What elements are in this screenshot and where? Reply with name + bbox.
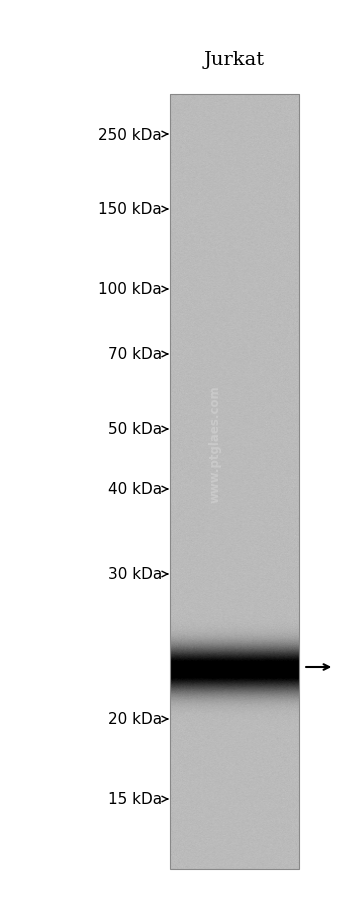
Text: 20 kDa: 20 kDa [108, 712, 162, 727]
Text: 15 kDa: 15 kDa [108, 792, 162, 806]
Bar [170, 95, 299, 869]
Text: Jurkat: Jurkat [204, 51, 265, 69]
Text: www.ptglaes.com: www.ptglaes.com [209, 384, 222, 502]
Text: 150 kDa: 150 kDa [98, 202, 162, 217]
Text: 40 kDa: 40 kDa [108, 482, 162, 497]
Text: 250 kDa: 250 kDa [98, 127, 162, 143]
Text: 100 kDa: 100 kDa [98, 282, 162, 297]
Text: 50 kDa: 50 kDa [108, 422, 162, 437]
Text: 30 kDa: 30 kDa [108, 566, 162, 582]
Text: 70 kDa: 70 kDa [108, 347, 162, 362]
